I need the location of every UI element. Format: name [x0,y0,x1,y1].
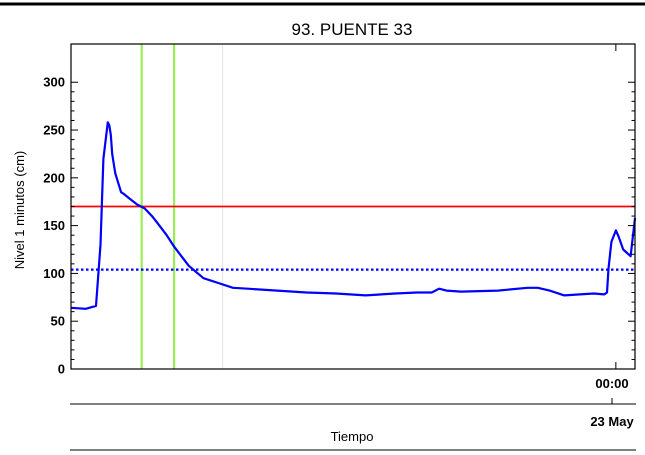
y-tick-label-1: 50 [51,314,65,329]
y-tick-label-6: 300 [43,75,65,90]
date-label: 23 May [590,414,634,429]
y-tick-label-4: 200 [43,170,65,185]
series-line-0 [70,121,637,310]
y-tick-label-0: 0 [58,362,65,377]
y-tick-label-5: 250 [43,123,65,138]
chart-title: 93. PUENTE 33 [292,20,413,39]
plot-area [70,43,637,370]
y-tick-label-2: 100 [43,266,65,281]
y-axis-label: Nivel 1 minutos (cm) [12,151,27,269]
y-axis-ticks: 0 50 100 150 200 250 300 [43,44,635,377]
x-axis-label: Tiempo [331,429,374,444]
x-tick-label: 00:00 [595,376,628,391]
y-tick-label-3: 150 [43,218,65,233]
